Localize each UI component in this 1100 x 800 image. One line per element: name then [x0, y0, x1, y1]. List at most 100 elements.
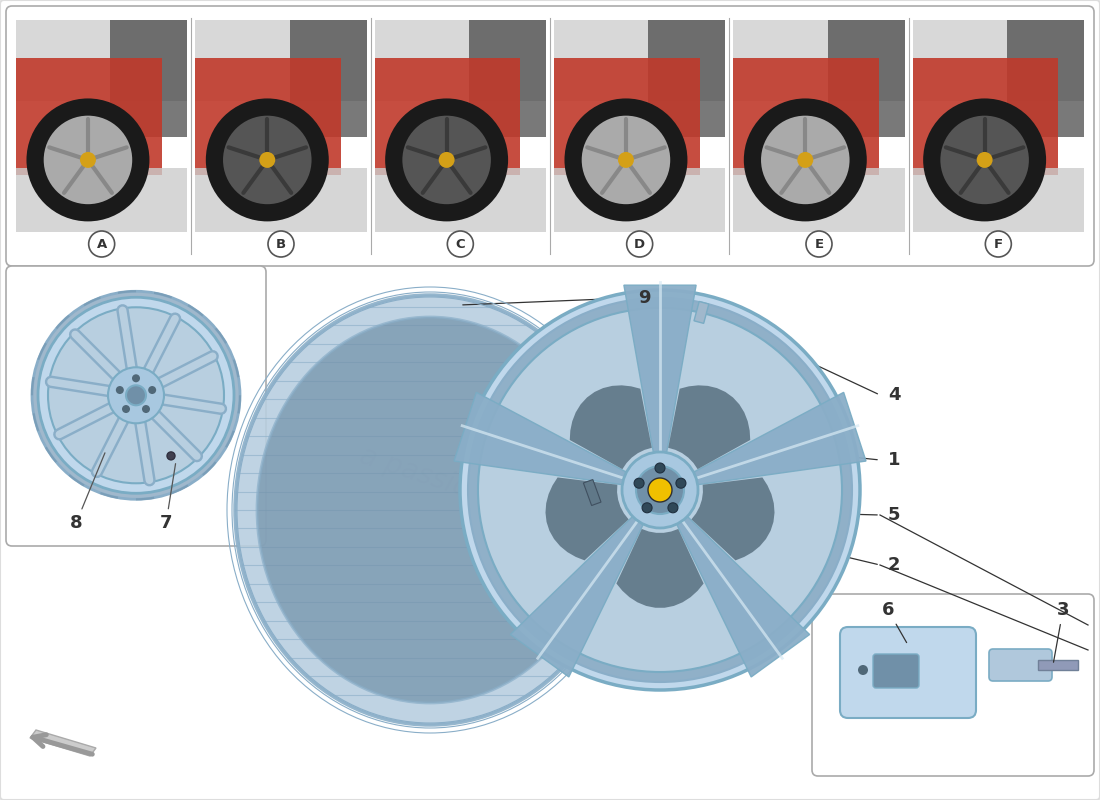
Circle shape: [89, 231, 114, 257]
Polygon shape: [570, 386, 652, 469]
Bar: [469, 20, 546, 137]
Bar: [16, 20, 187, 101]
Circle shape: [627, 231, 652, 257]
Circle shape: [403, 116, 491, 204]
Circle shape: [582, 116, 670, 204]
Circle shape: [618, 152, 634, 168]
Circle shape: [642, 502, 652, 513]
Bar: [734, 20, 904, 101]
Text: 3: 3: [1054, 601, 1069, 662]
Circle shape: [39, 298, 234, 494]
Circle shape: [32, 291, 240, 499]
Circle shape: [858, 665, 868, 675]
Bar: [375, 168, 546, 232]
Circle shape: [206, 98, 329, 222]
Circle shape: [806, 231, 832, 257]
Bar: [196, 168, 366, 232]
Polygon shape: [30, 730, 96, 756]
Circle shape: [940, 116, 1028, 204]
Polygon shape: [668, 386, 750, 469]
Circle shape: [223, 116, 311, 204]
Polygon shape: [454, 392, 626, 485]
Circle shape: [385, 98, 508, 222]
Circle shape: [621, 452, 698, 528]
Bar: [375, 20, 546, 101]
Circle shape: [122, 405, 130, 413]
FancyBboxPatch shape: [812, 594, 1094, 776]
Circle shape: [268, 231, 294, 257]
Bar: [110, 20, 187, 137]
Ellipse shape: [257, 317, 603, 703]
Bar: [1038, 660, 1078, 670]
Text: 6: 6: [882, 601, 906, 642]
Bar: [289, 20, 366, 137]
Bar: [554, 20, 725, 101]
Text: A: A: [97, 238, 107, 250]
Bar: [913, 168, 1084, 232]
Text: B: B: [276, 238, 286, 250]
Polygon shape: [676, 516, 810, 677]
Circle shape: [142, 405, 150, 413]
Circle shape: [26, 98, 150, 222]
Bar: [827, 20, 904, 137]
Circle shape: [798, 152, 813, 168]
Circle shape: [126, 386, 146, 406]
Circle shape: [448, 231, 473, 257]
Circle shape: [636, 466, 684, 514]
Polygon shape: [692, 478, 774, 560]
Bar: [554, 168, 725, 232]
Circle shape: [977, 152, 992, 168]
Text: 4: 4: [888, 386, 901, 404]
Text: 1: 1: [888, 451, 901, 469]
FancyBboxPatch shape: [989, 649, 1052, 681]
Bar: [196, 58, 341, 174]
Text: D: D: [634, 238, 646, 250]
Polygon shape: [616, 529, 704, 608]
Circle shape: [744, 98, 867, 222]
Polygon shape: [510, 516, 644, 677]
Bar: [16, 58, 162, 174]
Bar: [554, 58, 700, 174]
Circle shape: [167, 452, 175, 460]
Circle shape: [675, 478, 686, 488]
Circle shape: [761, 116, 849, 204]
Circle shape: [478, 308, 842, 672]
Circle shape: [132, 374, 140, 382]
Text: 9: 9: [638, 289, 650, 307]
FancyBboxPatch shape: [840, 627, 976, 718]
Circle shape: [460, 290, 860, 690]
Circle shape: [108, 367, 164, 423]
Circle shape: [439, 152, 454, 168]
Circle shape: [44, 116, 132, 204]
Circle shape: [986, 231, 1011, 257]
Bar: [913, 20, 1084, 101]
Bar: [1006, 20, 1084, 137]
Text: 5: 5: [888, 506, 901, 524]
Bar: [694, 302, 708, 323]
Circle shape: [48, 307, 224, 483]
Text: E: E: [814, 238, 824, 250]
Circle shape: [654, 463, 666, 473]
Circle shape: [648, 478, 672, 502]
Bar: [734, 58, 879, 174]
FancyBboxPatch shape: [6, 266, 266, 546]
Ellipse shape: [235, 295, 625, 725]
Text: F: F: [993, 238, 1003, 250]
Bar: [734, 168, 904, 232]
Circle shape: [148, 386, 156, 394]
Text: 8: 8: [69, 453, 104, 532]
Text: 2: 2: [888, 556, 901, 574]
Bar: [648, 20, 725, 137]
FancyBboxPatch shape: [6, 6, 1094, 266]
Text: 7: 7: [160, 464, 176, 532]
Bar: [375, 58, 520, 174]
Bar: [583, 479, 601, 506]
Circle shape: [116, 386, 124, 394]
Circle shape: [923, 98, 1046, 222]
Circle shape: [668, 502, 678, 513]
FancyBboxPatch shape: [873, 654, 918, 688]
Bar: [196, 20, 366, 101]
Circle shape: [564, 98, 688, 222]
Circle shape: [468, 298, 852, 682]
Bar: [16, 168, 187, 232]
